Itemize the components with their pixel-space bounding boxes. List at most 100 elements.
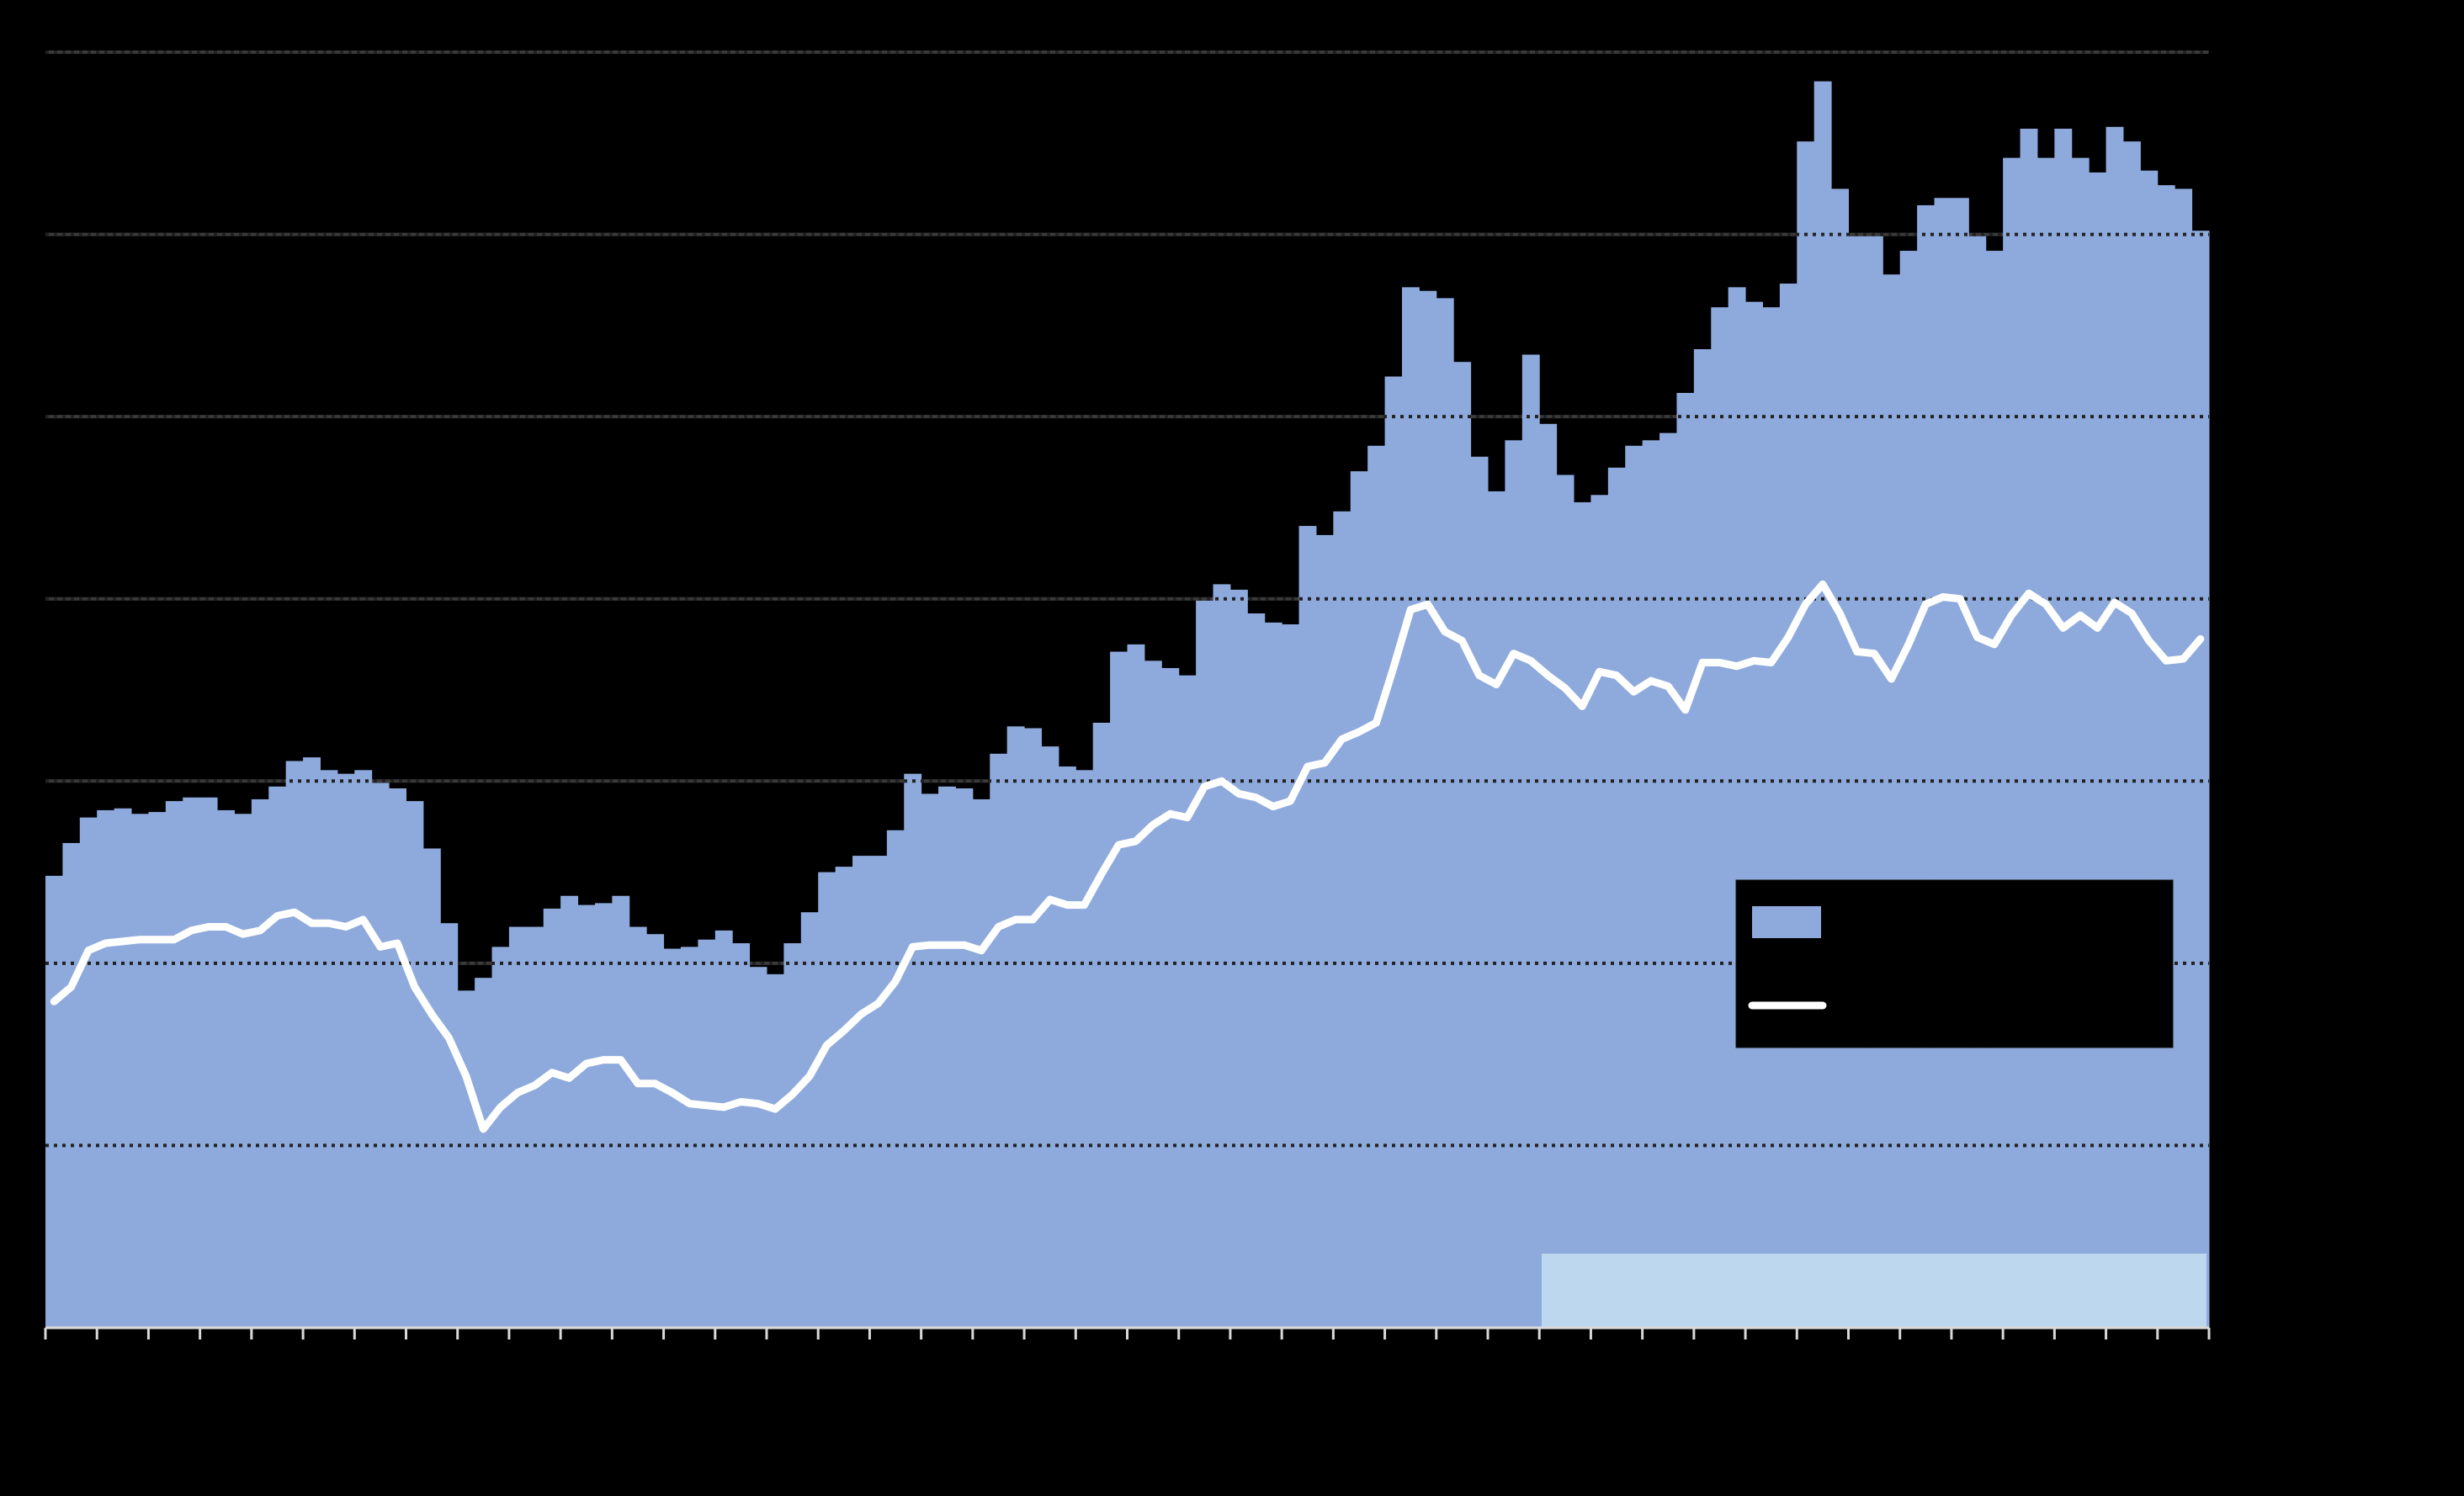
bar xyxy=(475,978,493,1328)
bar xyxy=(62,842,81,1328)
bar xyxy=(1951,198,1969,1329)
bar xyxy=(1058,766,1076,1328)
bar xyxy=(921,793,939,1328)
bar xyxy=(1917,204,1936,1328)
bar xyxy=(1676,392,1695,1329)
bar xyxy=(1556,475,1575,1328)
bar xyxy=(972,798,990,1328)
bar xyxy=(1574,501,1591,1328)
bar xyxy=(1298,526,1317,1328)
bar xyxy=(2003,157,2021,1328)
bar xyxy=(1642,440,1660,1328)
bar xyxy=(938,786,956,1328)
bar xyxy=(543,908,561,1328)
bar xyxy=(1762,307,1781,1329)
bar xyxy=(1813,81,1832,1329)
bar xyxy=(2191,231,2210,1328)
bar xyxy=(526,926,544,1328)
bar xyxy=(79,817,98,1328)
bar xyxy=(45,875,63,1328)
bar xyxy=(148,812,167,1328)
line xyxy=(50,580,2205,1133)
bar xyxy=(389,788,406,1328)
bar xyxy=(422,848,441,1328)
bar xyxy=(886,830,905,1328)
bar xyxy=(371,782,390,1328)
bar xyxy=(1247,613,1266,1328)
bar xyxy=(594,903,613,1328)
bar xyxy=(1229,589,1248,1328)
bar xyxy=(406,801,424,1328)
bar xyxy=(783,943,802,1328)
bar xyxy=(165,801,183,1328)
bar xyxy=(1127,644,1145,1328)
bar xyxy=(2054,128,2073,1329)
bar xyxy=(680,947,698,1328)
bar xyxy=(904,773,922,1328)
bar xyxy=(577,904,596,1328)
bar xyxy=(1985,251,2004,1328)
bar xyxy=(268,786,287,1328)
bar xyxy=(990,753,1008,1328)
bar xyxy=(303,757,321,1328)
bar xyxy=(199,797,218,1328)
bar xyxy=(2089,172,2107,1329)
bar xyxy=(1350,471,1368,1328)
bar xyxy=(1384,376,1403,1329)
bar xyxy=(1779,284,1798,1329)
bar xyxy=(217,809,235,1328)
bar xyxy=(491,947,510,1328)
bar xyxy=(2175,188,2193,1328)
bar xyxy=(2020,128,2038,1329)
bar xyxy=(698,939,716,1328)
bar xyxy=(1590,495,1609,1328)
bar xyxy=(1315,534,1334,1328)
bar xyxy=(749,967,767,1328)
shaded-region xyxy=(1542,1254,2206,1328)
bar xyxy=(646,934,665,1328)
bar xyxy=(1024,728,1042,1328)
bar xyxy=(354,770,373,1328)
bar xyxy=(1521,354,1540,1329)
bar xyxy=(1470,456,1489,1328)
bar xyxy=(1968,236,1987,1328)
bar xyxy=(1453,362,1472,1329)
bar xyxy=(629,926,647,1328)
bar xyxy=(1505,440,1523,1328)
bar xyxy=(1728,287,1746,1328)
bar xyxy=(1401,287,1420,1328)
bar xyxy=(183,797,201,1328)
bar xyxy=(1213,584,1231,1328)
bar xyxy=(337,773,355,1328)
bar xyxy=(955,788,974,1328)
legend xyxy=(1735,879,2174,1048)
bar xyxy=(320,770,338,1328)
legend-swatch xyxy=(1752,906,1821,938)
bar xyxy=(1264,622,1282,1328)
bar xyxy=(1831,188,1849,1328)
bar xyxy=(1711,307,1729,1329)
bar xyxy=(1161,668,1180,1328)
bar xyxy=(800,912,819,1328)
bar xyxy=(852,856,870,1328)
bar xyxy=(1899,251,1918,1328)
bar xyxy=(1539,423,1558,1329)
bar xyxy=(1092,722,1111,1328)
bar xyxy=(1934,198,1952,1329)
bar xyxy=(2037,157,2055,1328)
bar xyxy=(131,814,149,1328)
bar xyxy=(1693,349,1712,1328)
bar xyxy=(612,895,630,1328)
bar xyxy=(457,990,475,1328)
bar xyxy=(2140,170,2159,1328)
bar xyxy=(251,798,269,1328)
bar xyxy=(869,856,888,1328)
bar xyxy=(1367,445,1386,1328)
bar xyxy=(1075,770,1094,1328)
bar xyxy=(732,943,751,1328)
bar xyxy=(508,926,527,1328)
bar xyxy=(835,867,853,1328)
bar xyxy=(1488,491,1505,1328)
bar xyxy=(1436,298,1454,1328)
bar xyxy=(1419,290,1437,1329)
